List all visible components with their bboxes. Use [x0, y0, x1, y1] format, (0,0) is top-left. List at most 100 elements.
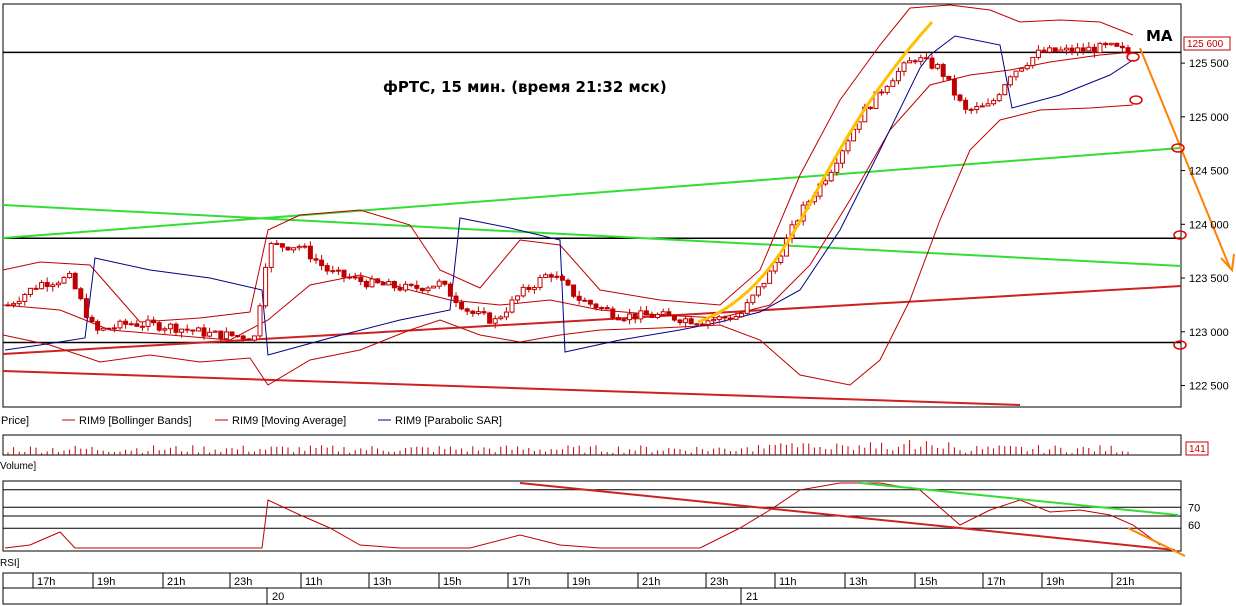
candle-up: [543, 274, 549, 278]
candle-down: [968, 108, 974, 111]
candle-down: [324, 265, 330, 272]
volume-badge: 141: [1189, 444, 1206, 455]
candle-up: [117, 320, 123, 329]
red-marker-ellipse: [1173, 340, 1187, 350]
green-trend-line-up: [2, 147, 1182, 239]
candle-down: [727, 317, 733, 320]
candle-up: [845, 140, 851, 152]
candle-down: [459, 301, 465, 310]
candle-down: [666, 311, 672, 316]
candle-down: [442, 280, 448, 285]
candle-up: [1058, 49, 1064, 53]
candle-down: [923, 57, 929, 60]
candle-up: [655, 313, 661, 318]
date-label-20: 20: [272, 591, 284, 603]
candle-up: [1024, 64, 1030, 70]
candle-up: [683, 318, 689, 324]
candle-down: [1119, 45, 1125, 49]
candle-up: [128, 323, 134, 326]
candle-down: [319, 259, 325, 267]
candle-up: [1019, 68, 1025, 72]
candle-up: [996, 94, 1002, 102]
candle-down: [582, 299, 588, 302]
candle-up: [1002, 84, 1008, 96]
candle-down: [565, 279, 571, 286]
candle-down: [279, 243, 285, 248]
candle-down: [173, 323, 179, 333]
time-tick-label: 17h: [987, 576, 1005, 588]
candle-down: [610, 308, 616, 319]
time-tick-label: 19h: [97, 576, 115, 588]
candle-down: [447, 283, 453, 297]
price-pane: [2, 3, 1182, 408]
time-tick-label: 11h: [305, 576, 323, 588]
candle-up: [750, 294, 756, 304]
candle-down: [229, 331, 235, 337]
candle-up: [705, 320, 711, 325]
rsi-tick-label: 60: [1188, 520, 1200, 532]
candle-down: [240, 335, 246, 340]
candle-up: [39, 282, 45, 290]
time-ticks: 17h 19h 21h 23h 11h 13h 15h 17h 19h 21h 23h 11h 13h 1…: [32, 573, 1134, 588]
bollinger-upper: [2, 4, 1134, 323]
candle-up: [498, 316, 504, 320]
green-trend-line-down: [2, 204, 1182, 267]
candle-up: [223, 331, 229, 340]
candle-up: [974, 106, 980, 111]
candle-up: [335, 269, 341, 272]
volume-pane: [2, 434, 1182, 456]
candle-up: [50, 284, 56, 287]
bollinger-lower: [2, 104, 1134, 386]
candle-down: [694, 323, 700, 326]
rsi-label: RSI]: [0, 558, 20, 569]
candle-up: [1007, 76, 1013, 86]
rsi-tick-label: 70: [1188, 502, 1200, 514]
time-tick-label: 13h: [373, 576, 391, 588]
annotations: [697, 20, 1235, 350]
candle-down: [156, 322, 162, 331]
candle-down: [867, 106, 873, 109]
candle-down: [408, 283, 414, 286]
candle-up: [985, 103, 991, 107]
candle-up: [767, 270, 773, 284]
candle-up: [296, 245, 302, 249]
candle-up: [711, 319, 717, 322]
red-marker-ellipse: [1171, 143, 1185, 153]
candle-down: [72, 272, 78, 290]
price-tick-label: 124 500: [1189, 166, 1229, 178]
candle-down: [671, 314, 677, 321]
candle-down: [5, 304, 11, 307]
candle-down: [632, 313, 638, 320]
candle-down: [414, 284, 420, 289]
candle-up: [1013, 70, 1019, 78]
candle-down: [397, 287, 403, 291]
candle-up: [162, 328, 168, 331]
candle-up: [330, 270, 336, 273]
rsi-green-trend: [859, 482, 1179, 516]
rsi-red-trend: [519, 482, 1176, 551]
candle-up: [425, 287, 431, 292]
red-marker-ellipse: [1173, 230, 1187, 240]
trend-lines: [2, 147, 1182, 406]
candle-down: [235, 335, 241, 338]
candle-down: [1052, 47, 1058, 53]
candle-up: [918, 57, 924, 62]
candle-up: [251, 335, 257, 341]
volume-badge-box: [1185, 441, 1209, 456]
candle-down: [363, 280, 369, 288]
price-tick-label: 125 000: [1189, 112, 1229, 124]
candle-down: [139, 325, 145, 328]
candle-down: [699, 323, 705, 326]
candle-down: [1125, 47, 1131, 54]
candle-up: [895, 70, 901, 82]
candle-up: [369, 278, 375, 288]
time-tick-label: 15h: [919, 576, 937, 588]
candle-up: [856, 121, 862, 130]
candle-up: [263, 266, 269, 307]
time-tick-label: 21h: [642, 576, 660, 588]
candle-down: [453, 295, 459, 303]
candle-down: [33, 287, 39, 290]
candle-up: [935, 64, 941, 69]
candle-down: [1103, 42, 1109, 46]
volume-label: Volume]: [0, 461, 36, 472]
